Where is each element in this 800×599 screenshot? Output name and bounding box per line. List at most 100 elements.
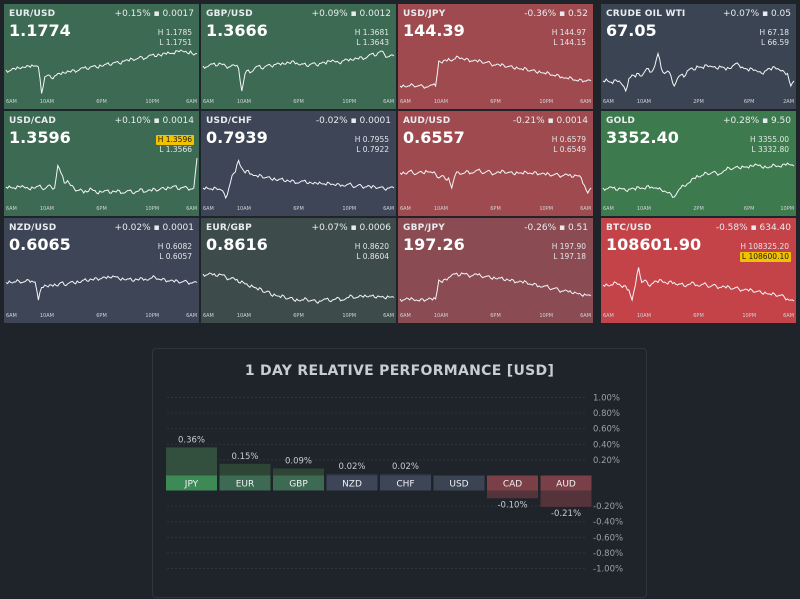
time-tick-label: 6AM — [580, 313, 592, 319]
time-tick-label: 6PM — [96, 206, 107, 212]
time-tick-label: 6AM — [399, 313, 411, 319]
time-tick-label: 10PM — [342, 313, 357, 319]
sparkline-path — [602, 267, 795, 302]
currency-label-box — [273, 475, 324, 491]
tile-symbol: EUR/USD — [9, 9, 56, 19]
sparkline-path — [5, 49, 198, 94]
time-tick-label: 10PM — [539, 313, 554, 319]
tile-symbol: GBP/JPY — [403, 223, 445, 233]
bar-value-label: 0.02% — [338, 462, 365, 472]
bar-value-label: 0.15% — [231, 452, 258, 462]
currency-label: GBP — [289, 480, 308, 490]
tile-price: 1.3596 — [9, 128, 71, 147]
tile-sparkline — [602, 162, 795, 198]
sparkline-path — [202, 272, 395, 305]
tile-high: H 0.6082 — [157, 242, 192, 251]
tile-gbp-usd[interactable]: GBP/USD +0.09% ▪ 0.0012 1.3666 H 1.3681 L 1.… — [201, 4, 396, 109]
tile-btc-usd[interactable]: BTC/USD -0.58% ▪ 634.40 108601.90 H 108325.… — [601, 218, 796, 323]
tile-crude-oil-wti[interactable]: CRUDE OIL WTI +0.07% ▪ 0.05 67.05 H 67.18 L … — [601, 4, 796, 109]
performance-bar — [540, 490, 592, 507]
time-tick-label: 10AM — [236, 99, 251, 105]
tile-time-axis: 6AM 10AM 2PM 6PM 2AM — [601, 99, 796, 107]
tile-time-axis: 6AM 10AM 6PM 10PM 6AM — [398, 99, 593, 107]
time-tick-label: 2AM — [783, 99, 795, 105]
tile-price: 1.3666 — [206, 21, 268, 40]
time-tick-label: 6AM — [5, 313, 17, 319]
bar-value-label: -0.10% — [497, 500, 527, 510]
performance-bar — [166, 447, 217, 476]
bar-value-label: -0.21% — [551, 509, 581, 519]
time-tick-label: 6PM — [490, 99, 501, 105]
tile-time-axis: 6AM 10AM 6PM 10PM 6AM — [201, 99, 396, 107]
time-tick-label: 2PM — [693, 206, 704, 212]
tile-usd-jpy[interactable]: USD/JPY -0.36% ▪ 0.52 144.39 H 144.97 L 144.… — [398, 4, 593, 109]
y-tick-label: -1.00% — [593, 565, 623, 575]
time-tick-label: 6PM — [96, 313, 107, 319]
tile-price: 3352.40 — [606, 128, 679, 147]
tile-gold[interactable]: GOLD +0.28% ▪ 9.50 3352.40 H 3355.00 L 3332.… — [601, 111, 796, 216]
tile-sparkline — [399, 55, 592, 90]
tile-low: L 108600.10 — [739, 252, 791, 262]
tile-time-axis: 6AM 10AM 6PM 10PM 6AM — [201, 313, 396, 321]
time-tick-label: 10AM — [39, 206, 54, 212]
tile-usd-chf[interactable]: USD/CHF -0.02% ▪ 0.0001 0.7939 H 0.7955 L 0.… — [201, 111, 396, 216]
tile-price: 144.39 — [403, 21, 465, 40]
tile-low: L 3332.80 — [751, 145, 789, 154]
time-tick-label: 6AM — [186, 313, 198, 319]
tile-eur-gbp[interactable]: EUR/GBP +0.07% ▪ 0.0006 0.8616 H 0.8620 L 0.… — [201, 218, 396, 323]
time-tick-label: 6PM — [293, 99, 304, 105]
tile-sparkline — [602, 267, 795, 302]
time-tick-label: 10AM — [39, 99, 54, 105]
time-tick-label: 10AM — [236, 313, 251, 319]
performance-title: 1 DAY RELATIVE PERFORMANCE [USD] — [244, 363, 555, 379]
tile-price: 0.7939 — [206, 128, 268, 147]
tile-gbp-jpy[interactable]: GBP/JPY -0.26% ▪ 0.51 197.26 H 197.90 L 197.… — [398, 218, 593, 323]
tile-price: 67.05 — [606, 21, 657, 40]
performance-bar — [219, 463, 271, 476]
tile-aud-usd[interactable]: AUD/USD -0.21% ▪ 0.0014 0.6557 H 0.6579 L 0.… — [398, 111, 593, 216]
tile-eur-usd[interactable]: EUR/USD +0.15% ▪ 0.0017 1.1774 H 1.1785 L 1.… — [4, 4, 199, 109]
time-tick-label: 10AM — [433, 313, 448, 319]
tile-change: +0.15% ▪ 0.0017 — [114, 9, 194, 19]
tile-sparkline — [5, 49, 198, 94]
tile-usd-cad[interactable]: USD/CAD +0.10% ▪ 0.0014 1.3596 H 1.3596 L 1.… — [4, 111, 199, 216]
time-tick-label: 2PM — [693, 99, 704, 105]
tile-time-axis: 6AM 10AM 6PM 10PM 6AM — [398, 206, 593, 214]
tile-low: L 144.15 — [553, 38, 586, 47]
tile-sparkline — [202, 50, 395, 92]
time-tick-label: 6AM — [202, 206, 214, 212]
time-tick-label: 10AM — [39, 313, 54, 319]
tile-price: 0.8616 — [206, 235, 268, 254]
time-tick-label: 6AM — [5, 99, 17, 105]
tile-change: +0.07% ▪ 0.05 — [723, 9, 791, 19]
tile-symbol: AUD/USD — [403, 116, 451, 126]
time-tick-label: 6AM — [602, 206, 614, 212]
time-tick-label: 6PM — [490, 313, 501, 319]
tile-time-axis: 6AM 10AM 6PM 10PM 6AM — [4, 99, 199, 107]
tile-nzd-usd[interactable]: NZD/USD +0.02% ▪ 0.0001 0.6065 H 0.6082 L 0.… — [4, 218, 199, 323]
sparkline-path — [399, 168, 592, 195]
bar-value-label: 0.09% — [285, 456, 312, 466]
sparkline-path — [602, 162, 795, 198]
currency-label: NZD — [342, 480, 362, 490]
sparkline-path — [399, 55, 592, 90]
tile-high: H 67.18 — [759, 28, 790, 37]
time-tick-label: 6PM — [490, 206, 501, 212]
tile-high: H 1.1785 — [157, 28, 192, 37]
y-tick-label: -0.40% — [593, 518, 623, 528]
currency-label-box — [326, 475, 378, 491]
tile-sparkline — [602, 51, 795, 93]
tile-change: -0.36% ▪ 0.52 — [524, 9, 588, 19]
currency-label-box — [166, 475, 217, 491]
sparkline-path — [5, 274, 198, 301]
time-tick-label: 10PM — [145, 99, 160, 105]
currency-label: EUR — [236, 480, 255, 490]
y-tick-label: 1.00% — [593, 394, 620, 404]
time-tick-label: 6AM — [383, 99, 395, 105]
time-tick-label: 6PM — [693, 313, 704, 319]
currency-label-box — [380, 475, 431, 491]
time-tick-label: 6AM — [602, 99, 614, 105]
performance-bar-chart: 1.00% 0.80% 0.60% 0.40% 0.20% -0.20% -0.40% -0.… — [166, 394, 623, 575]
y-tick-label: -0.60% — [593, 533, 623, 543]
currency-label: JPY — [184, 480, 199, 490]
